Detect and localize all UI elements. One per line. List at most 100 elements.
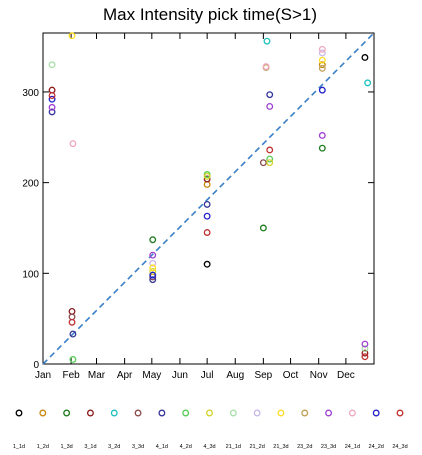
point-4-1d — [203, 200, 211, 208]
y-axis: 0 100 200 300 — [22, 88, 374, 371]
x-tick-label: Oct — [283, 370, 299, 381]
legend-label-23-2d: 23_2d — [297, 444, 312, 450]
legend-marker-3-3d — [134, 409, 142, 417]
legend-label-4-2d: 4_2d — [180, 444, 192, 450]
y-tick-label: 200 — [22, 179, 39, 190]
point-1-1d — [361, 54, 369, 61]
diagonal-reference-line — [42, 32, 375, 365]
legend-marker-1-2d — [39, 409, 47, 417]
point-21-3d — [318, 56, 326, 64]
x-tick-label: Nov — [310, 370, 328, 381]
legend-label-24-1d: 24_1d — [345, 444, 360, 450]
legend-marker-1-1d — [15, 409, 23, 417]
legend-label-21-3d: 21_3d — [273, 444, 288, 450]
point-24-2d — [318, 86, 326, 94]
x-tick-label: Jul — [201, 370, 214, 381]
point-24-3d — [361, 353, 369, 361]
legend-marker-4-2d — [182, 409, 190, 417]
point-24-1d — [318, 45, 326, 53]
point-4-3d — [203, 172, 211, 180]
x-tick-label: Mar — [88, 370, 106, 381]
point-1-3d — [259, 224, 267, 232]
legend-marker-23-2d — [301, 409, 309, 417]
legend-marker-23-3d — [325, 409, 333, 417]
legend-label-21-2d: 21_2d — [249, 444, 264, 450]
point-4-3d — [266, 159, 274, 167]
legend-marker-21-2d — [253, 409, 261, 417]
point-1-3d — [149, 236, 157, 244]
point-1-1d — [203, 260, 211, 268]
data-points — [48, 32, 372, 363]
point-23-3d — [149, 251, 157, 259]
legend-marker-4-1d — [158, 409, 166, 417]
x-tick-label: Aug — [226, 370, 244, 381]
x-tick-label: Sep — [254, 370, 272, 381]
point-4-1d — [149, 276, 157, 284]
legend-marker-21-3d — [277, 409, 285, 417]
x-axis: Jan Feb Mar Apr May Jun Jul Aug Sep Oct Nov Dec — [35, 33, 355, 381]
legend-marker-1-3d — [63, 409, 71, 417]
legend-label-3-1d: 3_1d — [84, 444, 96, 450]
legend-label-1-3d: 1_3d — [61, 444, 73, 450]
legend-label-1-1d: 1_1d — [13, 444, 25, 450]
point-3-1d — [48, 86, 56, 94]
point-24-1d — [69, 140, 77, 148]
point-21-3d — [68, 32, 76, 40]
point-3-2d — [263, 37, 271, 45]
point-4-3d — [149, 268, 157, 275]
point-21-3d — [149, 264, 157, 272]
point-1-3d — [318, 144, 326, 152]
legend-marker-3-1d — [86, 409, 94, 417]
x-tick-label: Dec — [337, 370, 355, 381]
point-21-2d — [318, 49, 326, 57]
legend-marker-24-3d — [396, 409, 404, 417]
point-4-1d — [266, 91, 274, 99]
legend-marker-4-3d — [206, 409, 213, 417]
point-3-3d — [68, 313, 76, 321]
point-23-3d — [48, 103, 56, 111]
point-4-2d — [69, 356, 77, 363]
point-24-2d — [203, 212, 211, 220]
point-3-1d — [203, 175, 211, 183]
point-1-2d — [318, 61, 326, 69]
point-21-1d — [48, 61, 56, 69]
chart-title: Max Intensity pick time(S>1) — [103, 5, 317, 24]
y-tick-label: 300 — [22, 88, 39, 99]
legend-label-3-2d: 3_2d — [108, 444, 120, 450]
legend-label-3-3d: 3_3d — [132, 444, 144, 450]
legend: 1_1d 1_2d 1_3d 3_1d 3_2d 3_3d 4_1d 4_2d 4_3d 21_1… — [13, 409, 408, 450]
point-4-2d — [266, 155, 274, 163]
x-tick-label: Jan — [35, 370, 51, 381]
point-24-3d — [48, 92, 56, 100]
legend-label-4-1d: 4_1d — [156, 444, 168, 450]
point-3-1d — [361, 349, 369, 357]
legend-label-24-3d: 24_3d — [392, 444, 407, 450]
point-24-3d — [266, 146, 274, 154]
legend-label-4-3d: 4_3d — [203, 444, 215, 450]
plot-area-frame — [42, 32, 375, 365]
point-24-1d — [262, 63, 270, 71]
point-24-2d — [149, 271, 157, 279]
point-23-3d — [318, 132, 326, 139]
point-23-3d — [361, 340, 369, 348]
point-24-3d — [68, 318, 76, 326]
point-24-2d — [48, 95, 56, 103]
legend-marker-24-2d — [372, 409, 380, 417]
point-3-3d — [259, 159, 267, 167]
point-23-3d — [266, 103, 274, 110]
y-tick-label: 0 — [33, 360, 39, 371]
y-tick-label: 100 — [22, 269, 39, 280]
point-4-1d — [69, 330, 77, 338]
legend-label-23-3d: 23_3d — [321, 444, 336, 450]
point-3-1d — [68, 307, 76, 315]
legend-marker-3-2d — [110, 409, 118, 417]
point-24-3d — [203, 229, 211, 236]
point-4-1d — [48, 108, 56, 116]
point-21-2d — [149, 259, 157, 267]
legend-marker-21-1d — [229, 409, 237, 417]
legend-label-21-1d: 21_1d — [226, 444, 241, 450]
legend-marker-24-1d — [348, 409, 356, 417]
x-tick-label: Apr — [117, 370, 133, 381]
point-3-2d — [364, 79, 372, 87]
